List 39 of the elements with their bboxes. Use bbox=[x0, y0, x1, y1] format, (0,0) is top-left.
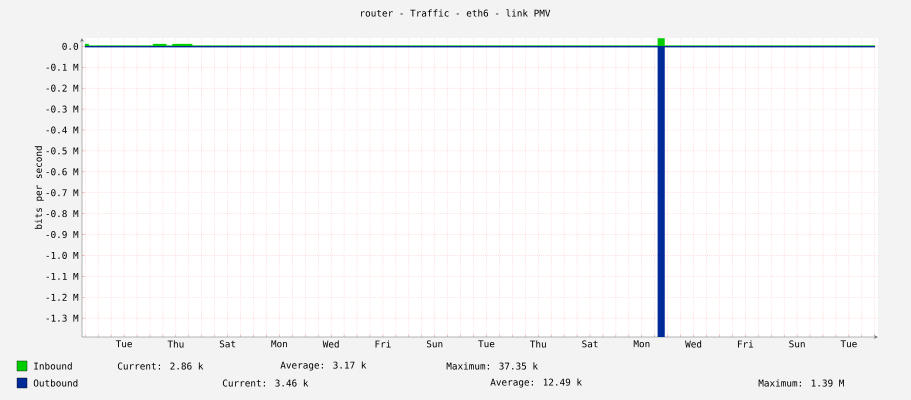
y-tick-label: -0.5 M bbox=[46, 147, 78, 154]
chart-title: router - Traffic - eth6 - link PMV bbox=[361, 9, 550, 17]
y-tick-label: -1.1 M bbox=[46, 272, 78, 280]
text: Average: 12.49 k bbox=[490, 378, 582, 388]
text: Maximum: 1.39 M bbox=[758, 379, 844, 387]
y-tick-label: -0.4 M bbox=[46, 126, 78, 134]
text: Current: 2.86 k bbox=[118, 362, 204, 370]
y-tick-label: -0.2 M bbox=[46, 84, 78, 92]
x-tick-label: Thu bbox=[168, 340, 184, 348]
legend-label: Inbound bbox=[34, 362, 72, 370]
y-tick-label: -0.3 M bbox=[46, 106, 78, 113]
x-tick-label: Sat bbox=[220, 340, 236, 348]
y-tick-label: -1.0 M bbox=[46, 252, 78, 259]
legend-label: Outbound bbox=[34, 379, 78, 387]
y-tick-label: -0.7 M bbox=[46, 189, 78, 196]
y-axis-title: bits per second bbox=[34, 146, 44, 229]
x-tick-label: Wed bbox=[685, 340, 702, 348]
y-tick-label: -0.1 M bbox=[46, 64, 78, 71]
text: Maximum: 37.35 k bbox=[446, 362, 538, 370]
y-tick-label: -1.3 M bbox=[46, 314, 78, 322]
y-tick-label: -0.8 M bbox=[46, 210, 78, 218]
y-tick-label: -0.6 M bbox=[46, 168, 78, 176]
text: Current: 3.46 k bbox=[222, 379, 308, 387]
y-tick-label: 0.0 bbox=[62, 42, 78, 50]
y-tick-label: -0.9 M bbox=[46, 231, 78, 238]
x-tick-label: Fri bbox=[738, 340, 754, 348]
x-tick-label: Tue bbox=[116, 340, 132, 348]
x-tick-label: Wed bbox=[322, 340, 339, 348]
x-tick-label: Sat bbox=[582, 340, 598, 348]
x-tick-label: Sun bbox=[789, 340, 805, 348]
x-tick-label: Fri bbox=[376, 340, 391, 348]
x-tick-label: Sun bbox=[426, 340, 442, 348]
x-tick-label: Tue bbox=[478, 340, 494, 348]
x-tick-label: Thu bbox=[530, 340, 546, 348]
y-tick-label: -1.2 M bbox=[46, 294, 78, 301]
x-tick-label: Mon bbox=[634, 340, 650, 348]
x-tick-label: Mon bbox=[271, 340, 287, 348]
x-tick-label: Tue bbox=[840, 340, 857, 348]
text: Average: 3.17 k bbox=[280, 361, 366, 371]
